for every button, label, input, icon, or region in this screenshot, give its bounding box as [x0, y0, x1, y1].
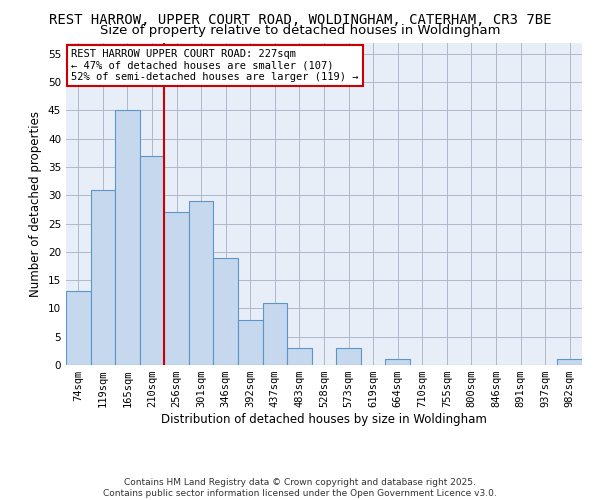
- Bar: [557, 360, 582, 365]
- Text: REST HARROW UPPER COURT ROAD: 227sqm
← 47% of detached houses are smaller (107)
: REST HARROW UPPER COURT ROAD: 227sqm ← 4…: [71, 49, 359, 82]
- Bar: [336, 348, 361, 365]
- Text: REST HARROW, UPPER COURT ROAD, WOLDINGHAM, CATERHAM, CR3 7BE: REST HARROW, UPPER COURT ROAD, WOLDINGHA…: [49, 12, 551, 26]
- Bar: [385, 360, 410, 365]
- X-axis label: Distribution of detached houses by size in Woldingham: Distribution of detached houses by size …: [161, 413, 487, 426]
- Bar: [140, 156, 164, 365]
- Y-axis label: Number of detached properties: Number of detached properties: [29, 111, 43, 296]
- Bar: [91, 190, 115, 365]
- Bar: [115, 110, 140, 365]
- Bar: [214, 258, 238, 365]
- Bar: [164, 212, 189, 365]
- Text: Size of property relative to detached houses in Woldingham: Size of property relative to detached ho…: [100, 24, 500, 37]
- Bar: [189, 201, 214, 365]
- Bar: [287, 348, 312, 365]
- Bar: [66, 292, 91, 365]
- Bar: [263, 303, 287, 365]
- Bar: [238, 320, 263, 365]
- Text: Contains HM Land Registry data © Crown copyright and database right 2025.
Contai: Contains HM Land Registry data © Crown c…: [103, 478, 497, 498]
